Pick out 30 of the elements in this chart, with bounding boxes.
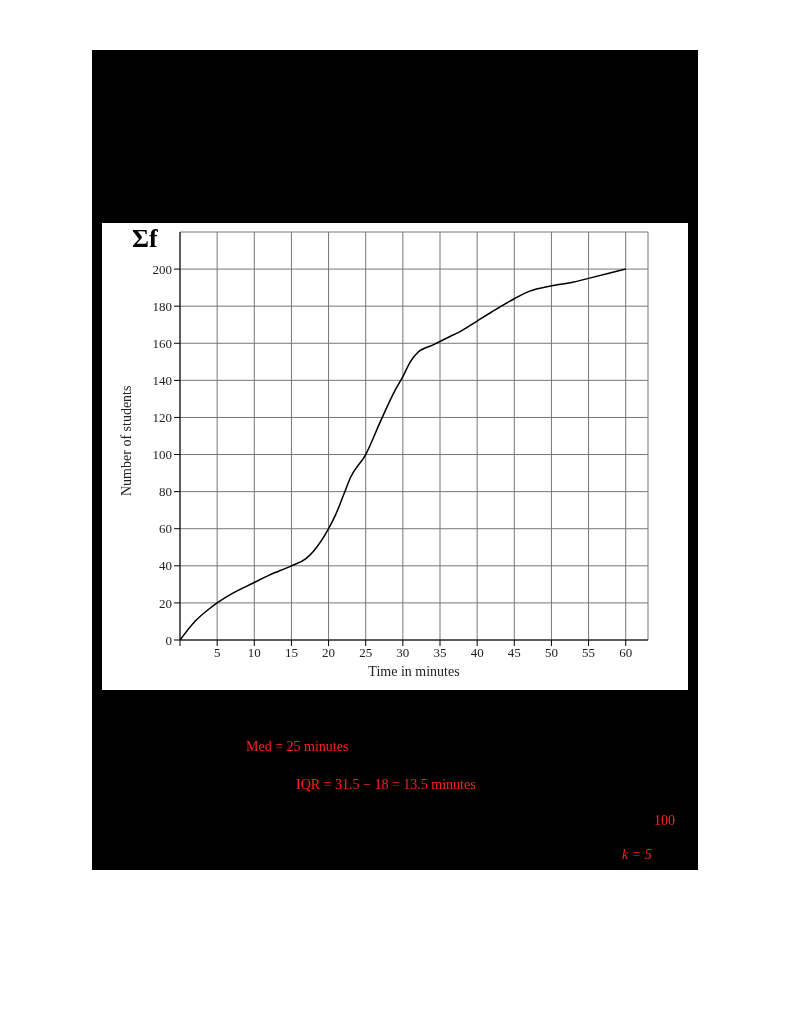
x-tick-label: 25: [359, 645, 373, 661]
y-tick-label: 140: [152, 372, 172, 388]
y-tick-label: 180: [152, 298, 172, 314]
x-tick-label: 45: [507, 645, 521, 661]
x-tick-label: 20: [322, 645, 336, 661]
x-tick-label: 35: [433, 645, 447, 661]
x-tick-label: 5: [213, 645, 221, 661]
y-axis-title: Number of students: [118, 385, 134, 496]
x-tick-label: 10: [247, 645, 261, 661]
y-tick-label: 60: [159, 521, 172, 537]
y-tick-label: 40: [159, 558, 172, 574]
text: Σf: [132, 224, 158, 253]
y-tick-label: 160: [152, 335, 172, 351]
x-tick-label: 30: [396, 645, 410, 661]
x-tick-label: 15: [284, 645, 298, 661]
y-tick-label: 80: [159, 484, 172, 500]
y-tick-label: 0: [165, 632, 172, 648]
x-tick-label: 55: [582, 645, 596, 661]
x-tick-label: 40: [470, 645, 484, 661]
y-tick-label: 120: [152, 410, 172, 426]
x-tick-label: 50: [544, 645, 558, 661]
text: Med = 25 minutes: [246, 739, 349, 754]
y-tick-label: 20: [159, 595, 172, 611]
x-axis-title: Time in minutes: [368, 664, 460, 679]
x-tick-label: 60: [619, 645, 633, 661]
text: k = 5: [622, 847, 652, 862]
text: IQR = 31.5 − 18 = 13.5 minutes: [296, 777, 476, 792]
y-tick-label: 100: [152, 447, 172, 463]
text: 100: [654, 813, 675, 828]
y-tick-label: 200: [152, 261, 172, 277]
